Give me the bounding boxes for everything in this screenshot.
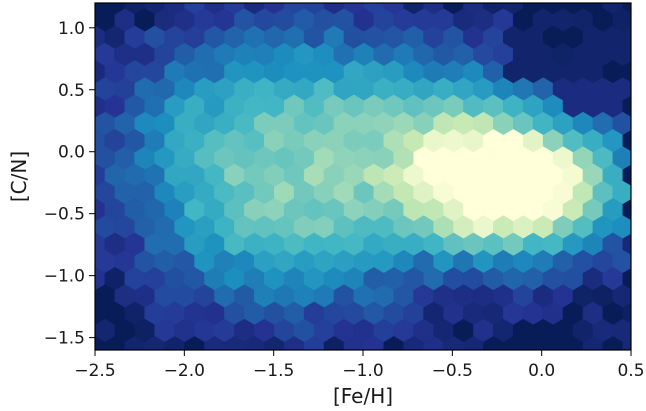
hexbin-cell: [65, 164, 85, 187]
hexbin-cell: [164, 336, 185, 350]
hexbin-cell: [65, 233, 85, 256]
hexbin-cell: [204, 336, 225, 350]
hexbin-cell: [65, 302, 85, 325]
hexbin-cell: [125, 371, 145, 394]
x-axis-label: [Fe/H]: [333, 384, 393, 408]
hexbin-cell: [104, 336, 126, 350]
hexbin-cell: [244, 336, 265, 350]
hexbin-cell: [294, 354, 314, 377]
hexbin-cell: [562, 336, 584, 350]
hexbin-cell: [633, 250, 646, 273]
hexbin-cell: [283, 336, 305, 350]
hexbin-cell: [363, 336, 385, 350]
hexbin-cell: [115, 354, 135, 377]
hexbin-cell: [343, 336, 365, 350]
y-axis-ticks: 1.0 0.5 0.0 −0.5 −1.0 −1.5: [44, 19, 95, 349]
hexbin-cell: [622, 337, 631, 350]
y-tick-label: 0.5: [58, 81, 85, 101]
hexbin-cell: [184, 336, 205, 350]
hexbin-cell: [633, 285, 646, 308]
hexbin-cell: [205, 371, 225, 394]
hexbin-cell: [633, 181, 646, 204]
y-tick-label: −1.5: [44, 329, 85, 349]
hexbin-cell: [95, 186, 96, 199]
hexbin-cell: [503, 336, 524, 350]
hexbin-cell: [303, 336, 325, 350]
hexbin-cell: [234, 354, 254, 377]
x-tick-label: −0.5: [432, 361, 473, 381]
hexbin-cell: [633, 43, 646, 66]
hexbin-cell: [463, 336, 484, 350]
x-tick-label: 0.0: [528, 361, 555, 381]
hexbin-cell: [633, 147, 646, 170]
y-axis-label: [C/N]: [7, 151, 31, 202]
y-tick-label: 1.0: [58, 19, 85, 39]
hexbin-cell: [95, 290, 96, 303]
hexbin-cell: [633, 9, 646, 32]
hexbin-cell: [323, 336, 345, 350]
x-axis-ticks: −2.5 −2.0 −1.5 −1.0 −0.5 0.0 0.5: [74, 350, 645, 381]
hexbin-cell: [264, 336, 285, 350]
hexbin-cell: [633, 112, 646, 135]
hexbin-cell: [633, 319, 646, 342]
x-tick-label: 0.5: [617, 361, 644, 381]
hexbin-cell: [95, 336, 106, 350]
hexbin-cell: [563, 371, 583, 394]
hexbin-cell: [145, 371, 165, 394]
hexbin-cell: [135, 354, 155, 377]
x-tick-label: −1.5: [253, 361, 294, 381]
hexbin-cell: [65, 0, 85, 15]
hexbin-cell: [473, 354, 493, 377]
hexbin-cell: [95, 117, 96, 130]
hexbin-cell: [224, 336, 245, 350]
x-tick-label: −2.5: [74, 361, 115, 381]
hexbin-cell: [483, 371, 503, 394]
hexbin-cell: [314, 354, 334, 377]
hexbin-cells: [65, 0, 646, 394]
y-tick-label: −0.5: [44, 205, 85, 225]
hexbin-cell: [383, 336, 405, 350]
hexbin-cell: [394, 354, 414, 377]
y-tick-label: 0.0: [58, 143, 85, 163]
hexbin-cell: [593, 354, 613, 377]
hexbin-cell: [583, 371, 603, 394]
hexbin-cell: [602, 336, 624, 350]
hexbin-cell: [215, 354, 235, 377]
hexbin-cell: [414, 354, 434, 377]
hexbin-cell: [124, 336, 146, 350]
hexbin-cell: [582, 336, 604, 350]
hexbin-cell: [483, 336, 504, 350]
hexbin-cell: [633, 216, 646, 239]
y-tick-label: −1.0: [44, 267, 85, 287]
hexbin-cell: [224, 371, 244, 394]
hexbin-cell: [542, 336, 564, 350]
hexbin-cell: [144, 336, 166, 350]
x-tick-label: −1.0: [342, 361, 383, 381]
hexbin-cell: [95, 48, 96, 61]
hexbin-cell: [553, 354, 573, 377]
hexbin-cell: [443, 336, 464, 350]
hexbin-cell: [573, 354, 593, 377]
hexbin-cell: [522, 336, 544, 350]
hexbin-cell: [403, 336, 424, 350]
hexbin-cell: [423, 336, 444, 350]
hexbin-cell: [404, 371, 424, 394]
x-tick-label: −2.0: [164, 361, 205, 381]
hexbin-cell: [304, 371, 324, 394]
hexbin-cell: [633, 78, 646, 101]
hexbin-cell: [503, 371, 523, 394]
hexbin-cell: [493, 354, 513, 377]
